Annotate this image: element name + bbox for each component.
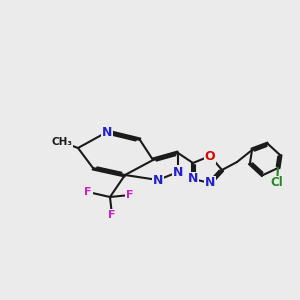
Text: N: N — [188, 172, 198, 185]
Text: N: N — [173, 166, 183, 178]
Text: N: N — [153, 173, 163, 187]
Text: CH₃: CH₃ — [52, 137, 73, 147]
Text: Cl: Cl — [271, 176, 284, 190]
Text: F: F — [108, 210, 116, 220]
Text: N: N — [102, 125, 112, 139]
Text: O: O — [205, 149, 215, 163]
Text: F: F — [126, 190, 134, 200]
Text: F: F — [84, 187, 92, 197]
Text: N: N — [205, 176, 215, 190]
